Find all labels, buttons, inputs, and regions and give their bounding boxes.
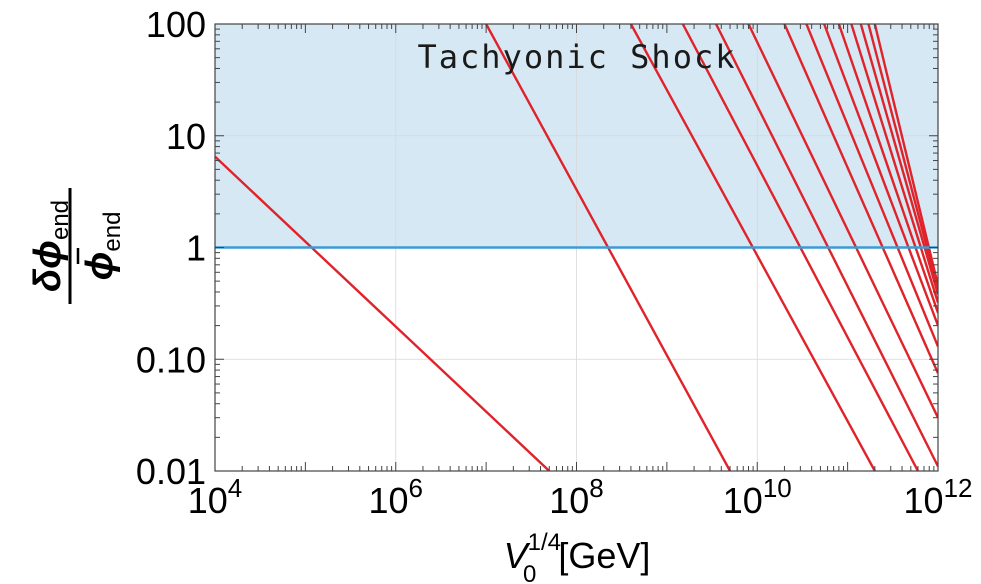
y-tick-label: 0.10 [136, 339, 206, 380]
annotation-tachyonic-shock: Tachyonic Shock [418, 38, 737, 76]
x-tick-labels: 104 106 108 1010 1012 [188, 473, 973, 521]
y-axis-label-numerator: δϕend [27, 200, 74, 292]
x-tick-label: 1012 [904, 473, 973, 521]
series-line-6 [747, 24, 938, 419]
series-line-7 [783, 24, 938, 374]
series-line-5 [714, 24, 938, 467]
x-tick-label: 106 [368, 473, 423, 521]
series-line-12 [859, 24, 938, 295]
x-tick-label: 104 [188, 473, 243, 521]
x-axis-label-unit: [GeV] [558, 535, 650, 576]
y-tick-label: 100 [146, 4, 206, 45]
y-tick-label: 10 [166, 116, 206, 157]
x-axis-label: V1/4 0 [GeV] [504, 529, 651, 584]
x-axis-label-sub: 0 [523, 561, 536, 584]
series-line-11 [850, 24, 938, 304]
x-tick-label: 108 [549, 473, 604, 521]
y-axis-label-denominator: ϕend [79, 212, 126, 281]
ticks [214, 24, 938, 472]
series-line-9 [823, 24, 938, 327]
series-line-13 [867, 24, 938, 290]
y-axis-label: δϕend ϕend [27, 188, 126, 304]
x-tick-label: 1010 [723, 473, 792, 521]
series-line-10 [837, 24, 938, 314]
series-line-14 [873, 24, 938, 286]
y-tick-label: 1 [186, 228, 206, 269]
y-tick-labels: 0.01 0.10 1 10 100 [136, 4, 206, 492]
x-axis-label-main: V [504, 535, 531, 576]
series-line-8 [805, 24, 938, 347]
series-line-1 [215, 155, 551, 471]
x-axis-label-sup: 1/4 [528, 529, 561, 556]
y-tick-label: 0.01 [136, 451, 206, 492]
